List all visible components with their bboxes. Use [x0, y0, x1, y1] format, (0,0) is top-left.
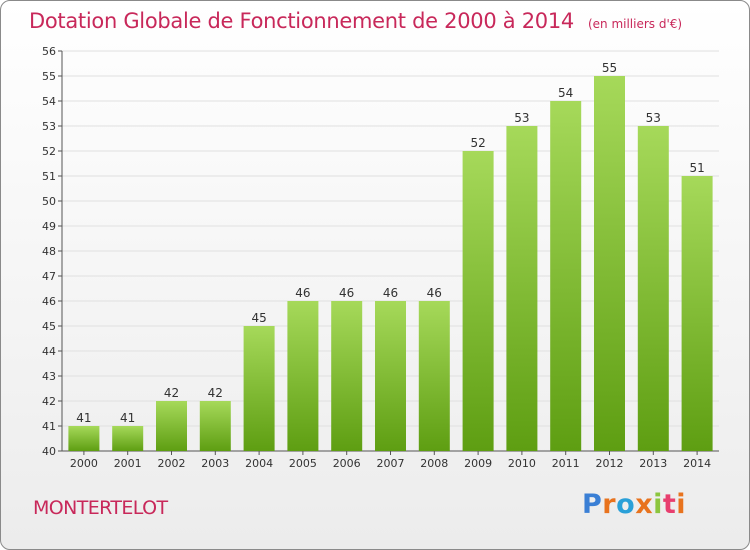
x-tick-label: 2005: [289, 457, 317, 470]
data-label-2013: 53: [646, 111, 661, 125]
bar-2013[interactable]: [637, 126, 669, 451]
data-label-2012: 55: [602, 61, 617, 75]
bar-2010[interactable]: [506, 126, 538, 451]
x-tick-label: 2004: [245, 457, 273, 470]
y-tick-label: 53: [42, 120, 56, 133]
bar-2011[interactable]: [550, 101, 582, 451]
data-label-2000: 41: [76, 411, 91, 425]
bar-2001[interactable]: [112, 426, 144, 451]
y-tick-label: 48: [42, 245, 56, 258]
data-label-2014: 51: [689, 161, 704, 175]
y-tick-label: 55: [42, 70, 56, 83]
data-label-2002: 42: [164, 386, 179, 400]
bar-2005[interactable]: [287, 301, 319, 451]
x-tick-label: 2014: [683, 457, 711, 470]
data-label-2007: 46: [383, 286, 398, 300]
label-layer: 41 41 42 42 45 46 46 46 46 52 53 54 55 53 51: [76, 61, 704, 425]
y-tick-label: 50: [42, 195, 56, 208]
data-label-2001: 41: [120, 411, 135, 425]
bar-2007[interactable]: [375, 301, 406, 451]
x-tick-label: 2000: [70, 457, 98, 470]
data-label-2004: 45: [251, 311, 266, 325]
bar-2002[interactable]: [156, 401, 187, 451]
data-label-2010: 53: [514, 111, 529, 125]
data-label-2006: 46: [339, 286, 354, 300]
x-tick-label: 2007: [377, 457, 405, 470]
y-tick-label: 49: [42, 220, 56, 233]
x-tick-label: 2008: [420, 457, 448, 470]
y-tick-label: 40: [42, 445, 56, 458]
bar-2003[interactable]: [199, 401, 231, 451]
bar-2012[interactable]: [594, 76, 625, 451]
data-label-2009: 52: [470, 136, 485, 150]
data-label-2011: 54: [558, 86, 573, 100]
bar-2004[interactable]: [243, 326, 275, 451]
x-tick-label: 2013: [639, 457, 667, 470]
data-label-2005: 46: [295, 286, 310, 300]
y-tick-label: 51: [42, 170, 56, 183]
y-tick-label: 52: [42, 145, 56, 158]
chart-subtitle: (en milliers d'€): [587, 17, 683, 31]
bar-2009[interactable]: [462, 151, 494, 451]
y-tick-label: 43: [42, 370, 56, 383]
data-label-2003: 42: [208, 386, 223, 400]
data-label-2008: 46: [427, 286, 442, 300]
bar-2008[interactable]: [418, 301, 450, 451]
chart-title: Dotation Globale de Fonctionnement de 20…: [29, 9, 574, 33]
x-tick-label: 2001: [114, 457, 142, 470]
bar-2006[interactable]: [331, 301, 363, 451]
x-tick-label: 2002: [158, 457, 186, 470]
y-tick-label: 42: [42, 395, 56, 408]
bar-layer: [68, 76, 713, 451]
y-tick-label: 56: [42, 45, 56, 58]
bar-2000[interactable]: [68, 426, 100, 451]
y-tick-label: 45: [42, 320, 56, 333]
bar-2014[interactable]: [681, 176, 713, 451]
y-tick-label: 54: [42, 95, 56, 108]
y-tick-label: 47: [42, 270, 56, 283]
y-tick-label: 46: [42, 295, 56, 308]
y-tick-label: 44: [42, 345, 56, 358]
proxiti-logo[interactable]: Proxiti: [582, 489, 687, 520]
commune-name: MONTERTELOT: [33, 497, 168, 519]
x-tick-label: 2006: [333, 457, 361, 470]
x-tick-label: 2012: [596, 457, 624, 470]
x-tick-label: 2003: [201, 457, 229, 470]
x-tick-label: 2010: [508, 457, 536, 470]
chart-title-block: Dotation Globale de Fonctionnement de 20…: [29, 9, 682, 33]
x-tick-label: 2009: [464, 457, 492, 470]
x-tick-label: 2011: [552, 457, 580, 470]
y-tick-label: 41: [42, 420, 56, 433]
